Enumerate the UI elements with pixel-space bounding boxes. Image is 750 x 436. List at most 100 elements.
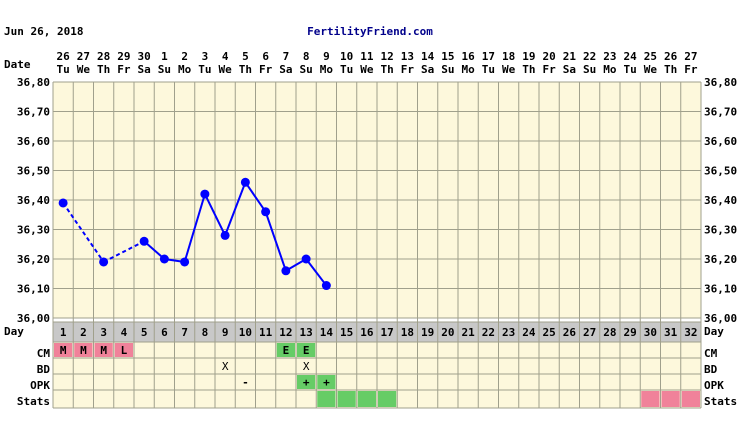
weekday-label: We	[77, 63, 91, 76]
cm-cell	[297, 343, 316, 357]
weekday-label: Su	[300, 63, 313, 76]
date-label: 26	[57, 50, 71, 63]
weekday-label: Su	[583, 63, 596, 76]
date-label: 30	[138, 50, 151, 63]
date-label: 16	[462, 50, 476, 63]
opk-row-label-right: OPK	[704, 379, 724, 392]
temperature-point	[58, 198, 68, 208]
date-label: 12	[381, 50, 394, 63]
day-row-label-right: Day	[704, 325, 724, 338]
day-number: 6	[161, 326, 168, 339]
y-tick-label-right: 36,50	[704, 165, 737, 178]
day-number: 25	[543, 326, 556, 339]
day-number: 4	[121, 326, 128, 339]
weekday-label: Fr	[543, 63, 557, 76]
temperature-point	[240, 177, 250, 187]
weekday-label: Tu	[482, 63, 495, 76]
day-number: 19	[421, 326, 434, 339]
date-label: 13	[401, 50, 414, 63]
temperature-point	[159, 254, 169, 264]
cm-cell-label: E	[303, 344, 310, 357]
cm-cell-label: M	[80, 344, 87, 357]
stats-row-label: Stats	[17, 395, 50, 408]
date-label: 7	[283, 50, 290, 63]
date-label: 18	[502, 50, 515, 63]
day-number: 24	[522, 326, 536, 339]
cm-cell	[54, 343, 73, 357]
weekday-label: Fr	[259, 63, 273, 76]
date-label: 5	[242, 50, 249, 63]
day-number: 13	[300, 326, 313, 339]
date-label: 24	[624, 50, 638, 63]
weekday-label: We	[360, 63, 374, 76]
date-label: 19	[522, 50, 535, 63]
data-rows: 1 2 3 4 5 6 7 8 9 10 11 12 13 14 15 16 17 18 19 20 21 22 23 24 2…	[54, 326, 700, 407]
stats-cell	[357, 391, 376, 407]
opk-cell-label: -	[242, 376, 249, 389]
y-tick-label-left: 36,50	[17, 165, 50, 178]
day-number: 20	[441, 326, 454, 339]
y-tick-label-left: 36,10	[17, 283, 50, 296]
day-number: 2	[80, 326, 87, 339]
date-label: 9	[323, 50, 330, 63]
date-label: 2	[181, 50, 188, 63]
day-number: 26	[563, 326, 577, 339]
day-number: 10	[239, 326, 252, 339]
date-label: 27	[77, 50, 90, 63]
weekday-label: Fr	[117, 63, 131, 76]
temperature-segment	[244, 181, 267, 213]
weekday-label: Mo	[462, 63, 476, 76]
date-label: 29	[117, 50, 130, 63]
opk-cell-label: +	[323, 376, 330, 389]
date-label: 21	[563, 50, 577, 63]
day-number: 9	[222, 326, 229, 339]
y-tick-label-right: 36,30	[704, 224, 737, 237]
day-number: 3	[100, 326, 107, 339]
weekday-label: Sa	[421, 63, 434, 76]
day-number: 8	[202, 326, 209, 339]
bd-row-label: BD	[37, 363, 51, 376]
cm-cell-label: L	[121, 344, 128, 357]
bd-mark: X	[222, 360, 229, 373]
date-label: 14	[421, 50, 435, 63]
bd-mark: X	[303, 360, 310, 373]
date-label: 8	[303, 50, 310, 63]
weekday-label: Tu	[340, 63, 353, 76]
date-row-label: Date	[4, 58, 31, 71]
stats-cell	[661, 391, 680, 407]
weekday-label: Tu	[57, 63, 70, 76]
weekday-label: Tu	[624, 63, 637, 76]
date-label: 11	[360, 50, 374, 63]
temperature-point	[220, 230, 230, 240]
date-label: 3	[202, 50, 209, 63]
temperature-segment-dashed	[103, 240, 145, 263]
date-label: 1	[161, 50, 168, 63]
day-number: 21	[462, 326, 476, 339]
grid	[52, 81, 702, 409]
temperature-segment	[203, 193, 227, 236]
temperature-point	[281, 266, 291, 276]
weekday-label: Tu	[198, 63, 211, 76]
temperature-segment	[305, 258, 328, 287]
stats-cell	[317, 391, 336, 407]
cm-cell	[94, 343, 113, 357]
temperature-line	[58, 177, 331, 291]
header-site: FertilityFriend.com	[307, 25, 433, 38]
temperature-point	[261, 207, 271, 217]
date-header-row: 26Tu27We28Th29Fr30Sa1Su2Mo3Tu4We5Th6Fr7S…	[57, 50, 698, 76]
weekday-label: We	[644, 63, 658, 76]
y-tick-label-left: 36,20	[17, 253, 50, 266]
temperature-segment	[224, 181, 247, 236]
stats-row-label-right: Stats	[704, 395, 737, 408]
day-number: 18	[401, 326, 414, 339]
y-tick-label-left: 36,00	[17, 312, 50, 325]
weekday-label: Th	[381, 63, 394, 76]
weekday-label: Mo	[320, 63, 334, 76]
y-tick-label-left: 36,40	[17, 194, 50, 207]
weekday-label: Th	[522, 63, 535, 76]
date-label: 23	[603, 50, 616, 63]
opk-cell	[297, 375, 316, 389]
day-number: 28	[603, 326, 616, 339]
y-tick-label-left: 36,60	[17, 135, 50, 148]
